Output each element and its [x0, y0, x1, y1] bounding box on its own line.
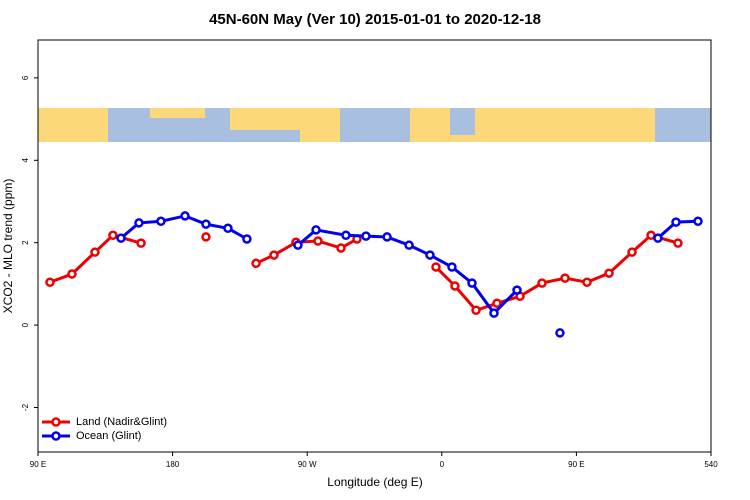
point: [671, 217, 681, 227]
x-axis-label: Longitude (deg E): [327, 475, 422, 489]
point: [582, 277, 592, 288]
y-tick-label: 4: [21, 158, 30, 163]
point: [693, 216, 703, 227]
point: [450, 281, 460, 291]
point: [425, 250, 435, 260]
x-tick-label: 180: [166, 460, 180, 469]
point: [223, 223, 233, 234]
point: [136, 238, 146, 248]
point: [471, 305, 481, 316]
point: [673, 238, 683, 248]
point: [156, 216, 166, 227]
point: [361, 231, 371, 241]
point: [447, 262, 457, 272]
x-tick-label: 90 E: [568, 460, 584, 469]
point: [489, 308, 499, 318]
point: [293, 240, 303, 250]
point: [67, 269, 77, 279]
point: [116, 233, 126, 243]
point: [555, 328, 565, 338]
x-tick-label: 90 E: [30, 460, 46, 469]
series-line: [120, 214, 699, 316]
point: [90, 247, 100, 257]
point: [313, 236, 323, 246]
y-tick-label: 6: [21, 75, 30, 80]
point: [492, 298, 502, 309]
x-tick-label: 540: [704, 460, 718, 469]
legend-marker: [51, 417, 61, 427]
point: [604, 268, 614, 278]
point: [134, 218, 144, 228]
point: [341, 230, 351, 241]
point: [560, 273, 570, 283]
map-strip: [38, 108, 711, 142]
y-axis-label: XCO2 - MLO trend (ppm): [1, 179, 15, 314]
point: [467, 278, 477, 288]
point: [108, 230, 118, 241]
point: [45, 277, 55, 288]
y-tick-label: 2: [21, 240, 30, 245]
point: [404, 240, 414, 250]
point: [269, 250, 279, 260]
point: [537, 278, 547, 288]
legend-label: Land (Nadir&Glint): [76, 416, 167, 428]
point: [431, 262, 441, 272]
point: [382, 232, 392, 242]
point: [653, 233, 663, 243]
point: [336, 243, 346, 253]
point: [251, 258, 261, 269]
x-tick-label: 90 W: [298, 460, 317, 469]
y-tick-label: 0: [21, 322, 30, 327]
legend-marker: [51, 431, 61, 441]
point: [311, 225, 321, 235]
point: [627, 247, 637, 257]
point: [201, 232, 211, 242]
y-tick-label: -2: [21, 403, 30, 411]
point: [512, 285, 522, 295]
chart-title: 45N-60N May (Ver 10) 2015-01-01 to 2020-…: [209, 11, 541, 28]
x-tick-label: 0: [440, 460, 445, 469]
point: [242, 234, 252, 244]
plot-frame: [37, 39, 712, 453]
point: [180, 211, 190, 221]
legend-label: Ocean (Glint): [76, 430, 141, 442]
point: [201, 219, 211, 229]
